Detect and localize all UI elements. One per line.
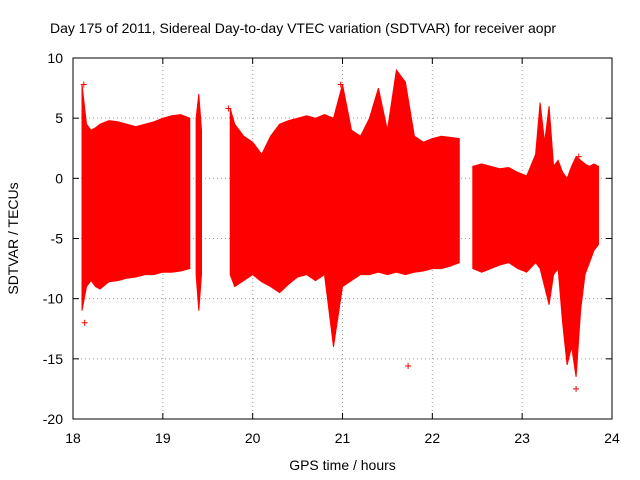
series-sdtvar (80, 68, 599, 392)
y-tick-label: 10 (47, 50, 63, 66)
data-point (225, 105, 232, 112)
y-tick-label: -20 (43, 411, 63, 427)
data-point (575, 153, 582, 160)
data-point (81, 319, 88, 326)
data-point (80, 81, 87, 88)
x-axis-title: GPS time / hours (289, 457, 396, 473)
x-tick-label: 23 (514, 430, 530, 446)
x-tick-label: 19 (155, 430, 171, 446)
y-axis-title: SDTVAR / TECUs (5, 182, 21, 294)
series-band (229, 68, 460, 347)
x-tick-label: 24 (604, 430, 620, 446)
chart-title: Day 175 of 2011, Sidereal Day-to-day VTE… (50, 20, 556, 36)
y-tick-label: -15 (43, 351, 63, 367)
x-tick-label: 22 (425, 430, 441, 446)
data-point (337, 81, 344, 88)
axis-ticks: 18 19 20 21 22 23 24 10 5 0 -5 -10 -15 -20 (43, 50, 620, 446)
y-tick-label: 5 (55, 110, 63, 126)
data-point (405, 363, 412, 370)
x-tick-label: 21 (335, 430, 351, 446)
y-tick-label: 0 (55, 170, 63, 186)
series-band (472, 102, 599, 377)
x-tick-label: 20 (245, 430, 261, 446)
series-band (195, 94, 202, 311)
y-tick-label: -10 (43, 291, 63, 307)
x-tick-label: 18 (65, 430, 81, 446)
y-tick-label: -5 (51, 231, 64, 247)
series-band (81, 84, 191, 311)
data-point (573, 385, 580, 392)
